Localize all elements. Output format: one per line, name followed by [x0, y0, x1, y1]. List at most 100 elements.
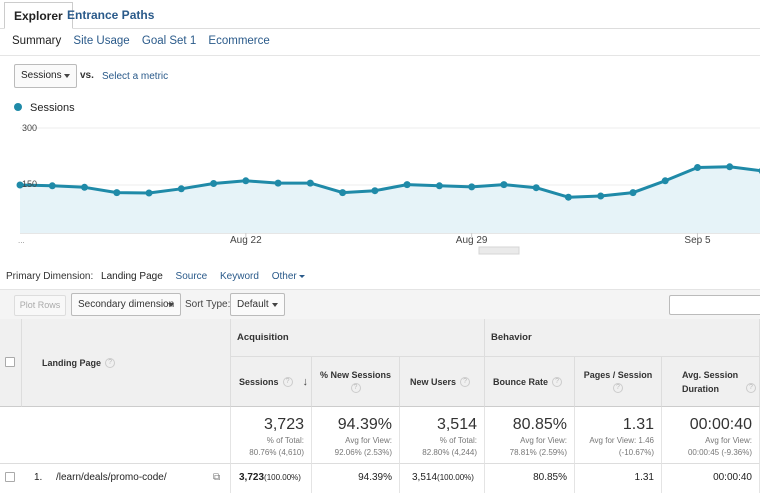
help-icon[interactable]: ?	[460, 376, 471, 387]
sessions-column-header[interactable]: Sessions? ↓	[231, 357, 312, 407]
sessions-line	[19, 165, 760, 199]
total-value: 00:00:40	[689, 416, 752, 433]
total-value: 94.39%	[337, 416, 392, 433]
totals-label-cell	[0, 407, 231, 464]
tab-explorer[interactable]: Explorer	[4, 2, 73, 29]
dimension-keyword[interactable]: Keyword	[220, 271, 259, 282]
new-sessions-header-label: % New Sessions	[319, 370, 392, 380]
data-point-10	[339, 189, 347, 197]
row-new-users-value: 3,514	[412, 472, 438, 483]
row-checkbox[interactable]	[5, 472, 15, 482]
subtab-site-usage[interactable]: Site Usage	[73, 35, 130, 47]
data-point-7	[242, 177, 250, 185]
total-caption: Avg for View:	[345, 436, 392, 445]
open-page-icon[interactable]: ⧉	[213, 472, 221, 483]
explorer-subtabs: Summary Site Usage Goal Set 1 Ecommerce	[12, 35, 279, 47]
x-tick-label: Aug 22	[230, 235, 262, 246]
help-icon[interactable]: ?	[613, 383, 623, 393]
chevron-down-icon	[168, 303, 174, 307]
help-icon[interactable]: ?	[105, 357, 116, 368]
total-caption-detail: 92.06% (2.53%)	[334, 448, 392, 457]
row-index: 1.	[34, 472, 43, 483]
data-point-0	[16, 181, 24, 189]
table-row[interactable]: 1. /learn/deals/promo-code/ ⧉	[0, 464, 231, 493]
help-icon[interactable]: ?	[746, 382, 756, 393]
row-pages-session: 1.31	[575, 464, 662, 493]
data-point-17	[564, 193, 572, 201]
data-point-15	[500, 181, 508, 189]
new-users-column-header[interactable]: New Users?	[400, 357, 485, 407]
data-point-16	[532, 184, 540, 192]
data-point-20	[661, 177, 669, 185]
total-value: 3,514	[436, 416, 477, 433]
select-all-column	[0, 319, 22, 407]
row-bounce-rate: 80.85%	[485, 464, 575, 493]
total-caption: Avg for View:	[520, 436, 567, 445]
row-avg-duration: 00:00:40	[662, 464, 760, 493]
avg-duration-header-label: Avg. Session Duration	[682, 369, 739, 394]
landing-page-link[interactable]: /learn/deals/promo-code/	[56, 472, 167, 483]
subtab-summary[interactable]: Summary	[12, 35, 62, 47]
data-table: Landing Page? Acquisition Behavior Sessi…	[0, 319, 760, 493]
secondary-dimension-dropdown[interactable]: Secondary dimension	[71, 293, 181, 316]
total-new-sessions: 94.39% Avg for View: 92.06% (2.53%)	[312, 407, 400, 464]
help-icon[interactable]: ?	[552, 376, 563, 387]
subtab-goal-set-1[interactable]: Goal Set 1	[141, 35, 197, 47]
total-bounce-rate: 80.85% Avg for View: 78.81% (2.59%)	[485, 407, 575, 464]
primary-dimension-label: Primary Dimension:	[6, 271, 94, 282]
data-point-8	[274, 179, 282, 187]
y-tick-label-150: 150	[22, 179, 37, 189]
table-search-input[interactable]	[669, 295, 760, 315]
bounce-rate-column-header[interactable]: Bounce Rate?	[485, 357, 575, 407]
legend-dot-icon	[14, 103, 22, 111]
bounce-rate-header-label: Bounce Rate	[493, 376, 549, 387]
plot-rows-button[interactable]: Plot Rows	[14, 295, 66, 316]
metric-dropdown[interactable]: Sessions	[14, 64, 77, 88]
row-sessions-pct: (100.00%)	[264, 473, 301, 482]
help-icon[interactable]: ?	[282, 376, 293, 387]
total-value: 80.85%	[512, 416, 567, 433]
chevron-down-icon	[272, 303, 278, 307]
total-caption-detail: 78.81% (2.59%)	[509, 448, 567, 457]
total-caption: Avg for View: 1.46	[589, 436, 654, 445]
sessions-chart[interactable]: 300 150 Aug 22 Aug 29 Sep 5...	[0, 118, 760, 256]
sort-type-value: Default	[237, 299, 269, 310]
new-sessions-column-header[interactable]: % New Sessions?	[312, 357, 400, 407]
total-avg-duration: 00:00:40 Avg for View: 00:00:45 (-9.36%)	[662, 407, 760, 464]
subtab-ecommerce[interactable]: Ecommerce	[208, 35, 270, 47]
acquisition-group-header: Acquisition	[231, 319, 485, 357]
dimension-other[interactable]: Other	[272, 271, 305, 282]
sessions-area	[20, 166, 760, 233]
data-point-3	[113, 189, 121, 197]
sort-desc-icon[interactable]: ↓	[302, 375, 309, 388]
y-tick-label-300: 300	[22, 123, 37, 133]
landing-page-header[interactable]: Landing Page?	[22, 319, 231, 407]
tab-entrance-paths[interactable]: Entrance Paths	[67, 8, 155, 22]
chart-scroll-handle	[478, 246, 520, 255]
data-point-2	[81, 183, 88, 191]
x-tick-label: Sep 5	[684, 235, 711, 246]
report-tab-bar: Explorer Entrance Paths	[0, 0, 760, 29]
sessions-header-label: Sessions	[239, 376, 279, 387]
total-sessions: 3,723 % of Total: 80.76% (4,610)	[231, 407, 312, 464]
x-start-label: ...	[18, 236, 25, 245]
total-value: 3,723	[263, 416, 304, 433]
metric-dropdown-value: Sessions	[21, 70, 62, 81]
row-new-users: 3,514(100.00%)	[400, 464, 485, 493]
data-point-1	[48, 182, 56, 190]
total-caption: % of Total:	[439, 436, 477, 445]
select-all-checkbox[interactable]	[5, 357, 15, 367]
total-caption-detail: 00:00:45 (-9.36%)	[687, 448, 752, 457]
help-icon[interactable]: ?	[350, 383, 361, 393]
total-caption: Avg for View:	[705, 436, 752, 445]
sort-type-dropdown[interactable]: Default	[230, 293, 285, 316]
dimension-source[interactable]: Source	[175, 271, 208, 282]
behavior-group-header: Behavior	[485, 319, 760, 357]
table-toolbar: Plot Rows Secondary dimension Sort Type:…	[0, 289, 760, 319]
data-point-19	[629, 189, 637, 197]
total-caption-detail: 80.76% (4,610)	[249, 448, 304, 457]
select-metric-link[interactable]: Select a metric	[102, 71, 169, 82]
pages-session-column-header[interactable]: Pages / Session?	[575, 357, 662, 407]
total-caption-detail: 82.80% (4,244)	[422, 448, 477, 457]
avg-session-duration-column-header[interactable]: Avg. Session Duration?	[662, 357, 760, 407]
